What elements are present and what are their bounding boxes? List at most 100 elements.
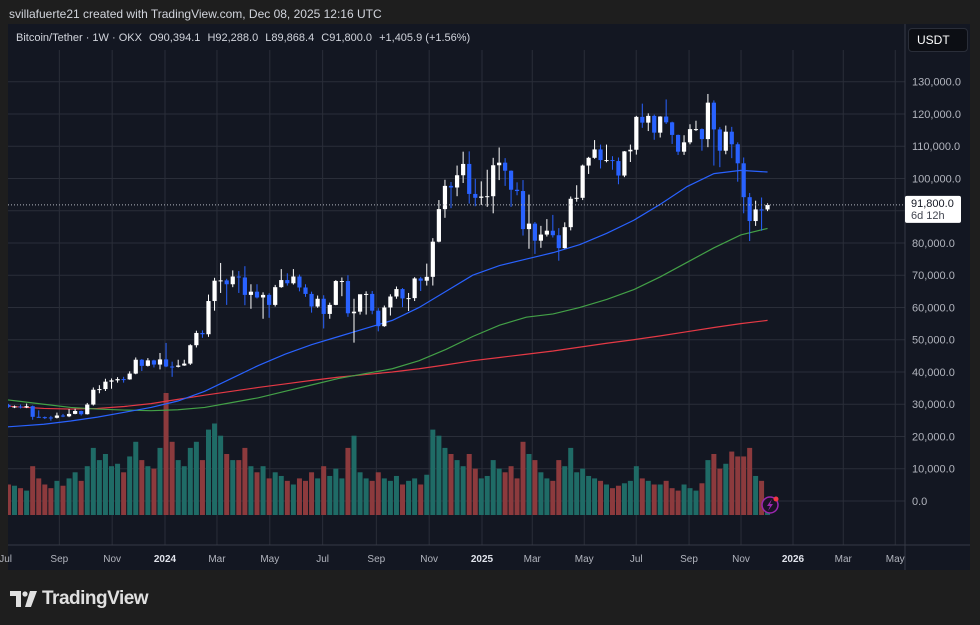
volume-bar <box>369 480 375 515</box>
volume-bar <box>747 447 753 515</box>
candle-body <box>163 359 169 367</box>
volume-bar <box>705 460 711 515</box>
volume-bar <box>224 454 230 515</box>
candle-body <box>206 301 211 335</box>
volume-bar <box>78 480 84 515</box>
candle-body <box>664 116 669 123</box>
candle-body <box>711 102 716 130</box>
volume-bar <box>24 490 30 515</box>
y-tick-label: 30,000.0 <box>912 399 955 411</box>
volume-bar <box>729 451 735 515</box>
candle-body <box>351 311 357 314</box>
symbol-legend: Bitcoin/Tether · 1W · OKX O90,394.1 H92,… <box>16 32 474 44</box>
x-tick-label: 2025 <box>471 554 494 565</box>
moving-average-green <box>8 227 768 412</box>
candle-body <box>267 294 272 305</box>
candle-body <box>622 151 627 176</box>
candle-body <box>8 404 11 407</box>
candle-body <box>485 196 490 198</box>
volume-bar <box>248 466 254 515</box>
volume-bar <box>592 478 598 515</box>
candle-body <box>54 415 60 418</box>
volume-bar <box>412 478 418 515</box>
candle-body <box>115 379 120 381</box>
volume-bar <box>502 472 508 515</box>
volume-bar <box>699 483 705 515</box>
candle-body <box>693 129 699 131</box>
candle-body <box>454 175 460 188</box>
volume-bar <box>586 475 592 515</box>
x-tick-label: Sep <box>367 554 385 565</box>
candle-body <box>604 160 609 162</box>
volume-bar <box>556 460 562 515</box>
candle-body <box>12 406 17 408</box>
volume-bar <box>218 435 224 515</box>
ohlc-low: L89,868.4 <box>265 32 315 44</box>
volume-bar <box>169 441 175 515</box>
candle-body <box>723 131 728 151</box>
x-tick-label: 2026 <box>782 554 805 565</box>
volume-bar <box>645 480 651 515</box>
candle-body <box>628 149 633 152</box>
volume-bar <box>609 488 615 515</box>
volume-bar <box>735 456 741 515</box>
ohlc-high: H92,288.0 <box>207 32 259 44</box>
volume-bar <box>544 478 550 515</box>
volume-bar <box>663 480 669 515</box>
volume-bar <box>514 478 520 515</box>
symbol-name[interactable]: Bitcoin/Tether · 1W · OKX <box>16 32 142 44</box>
volume-bar <box>460 466 466 515</box>
volume-bar <box>406 480 412 515</box>
candle-body <box>170 366 175 368</box>
x-tick-label: May <box>886 554 905 565</box>
volume-bar <box>339 478 345 515</box>
candle-body <box>670 122 675 135</box>
candle-body <box>580 165 585 198</box>
volume-bar <box>615 485 621 515</box>
moving-average-blue <box>8 169 768 428</box>
volume-bar <box>296 478 302 515</box>
volume-bar <box>693 490 699 515</box>
candle-body <box>357 294 363 312</box>
candle-body <box>36 416 41 418</box>
candle-body <box>66 413 72 417</box>
currency-button[interactable]: USDT <box>908 28 968 52</box>
volume-bar <box>478 478 484 515</box>
chart-credit: svillafuerte21 created with TradingView.… <box>9 7 382 21</box>
volume-bar <box>84 466 90 515</box>
volume-bar <box>181 466 187 515</box>
volume-bar <box>163 393 169 515</box>
y-tick-label: 120,000.0 <box>912 109 961 121</box>
candle-body <box>759 209 764 211</box>
volume-bar <box>60 485 66 515</box>
candle-body <box>236 276 241 278</box>
volume-bar <box>466 454 472 515</box>
lightning-icon[interactable] <box>761 496 779 514</box>
candle-body <box>568 198 573 228</box>
x-tick-label: Jul <box>0 554 12 565</box>
candle-body <box>430 241 435 277</box>
y-tick-label: 110,000.0 <box>912 141 960 153</box>
candle-body <box>230 276 235 285</box>
volume-bar <box>490 460 496 515</box>
last-price-badge <box>905 195 961 223</box>
volume-bar <box>496 468 502 515</box>
volume-bar <box>508 466 514 515</box>
candle-body <box>382 307 387 327</box>
candle-body <box>248 291 254 295</box>
volume-bar <box>272 472 278 515</box>
candle-body <box>139 359 144 366</box>
candle-body <box>109 380 114 382</box>
candle-body <box>321 298 326 314</box>
candle-body <box>279 280 284 288</box>
volume-bar <box>669 488 675 515</box>
volume-bar <box>357 472 363 515</box>
volume-bar <box>133 441 139 515</box>
volume-bar <box>145 466 151 515</box>
candle-body <box>467 163 472 194</box>
volume-bar <box>327 475 333 515</box>
x-tick-label: Nov <box>420 554 438 565</box>
notification-dot <box>773 496 779 502</box>
candle-body <box>400 289 405 299</box>
